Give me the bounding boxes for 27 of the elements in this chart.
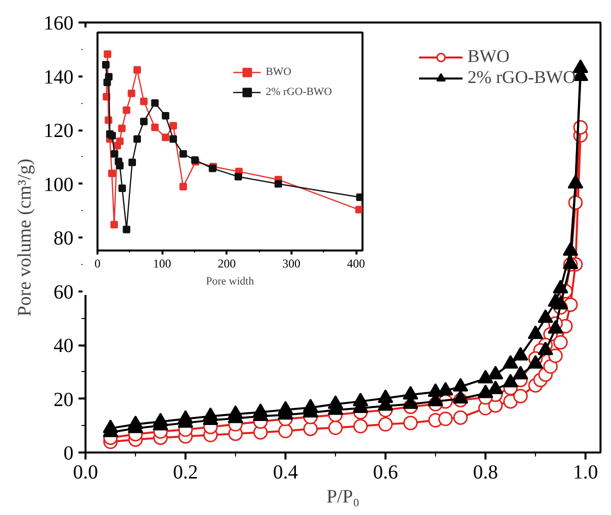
- x-tick-label: 0.0: [73, 462, 98, 484]
- y-axis-title: Pore volume (cm³/g): [14, 158, 36, 316]
- x-tick-label: 0: [94, 256, 100, 270]
- x-axis-title: Pore width: [206, 276, 254, 288]
- legend-label: BWO: [266, 66, 292, 78]
- x-tick-label: 1.0: [573, 462, 598, 484]
- legend-label: BWO: [468, 46, 510, 67]
- x-tick-label: 0.4: [273, 462, 298, 484]
- x-tick-label: 0.8: [473, 462, 498, 484]
- legend-label: 2% rGO-BWO: [266, 86, 332, 98]
- y-tick-label: 0: [64, 442, 74, 464]
- y-tick-label: 140: [44, 66, 74, 88]
- y-tick-label: 120: [44, 120, 74, 142]
- y-tick-label: 80: [54, 228, 74, 250]
- y-tick-label: 160: [44, 12, 74, 34]
- y-tick-label: 100: [44, 174, 74, 196]
- x-tick-label: 200: [218, 256, 236, 270]
- y-tick-label: 60: [54, 281, 74, 304]
- legend-label: 2% rGO-BWO: [468, 67, 576, 88]
- x-tick-label: 300: [282, 256, 300, 270]
- x-tick-label: 100: [153, 256, 172, 270]
- x-tick-label: 400: [347, 256, 366, 270]
- x-tick-label: 0.6: [373, 462, 398, 484]
- y-tick-label: 20: [54, 388, 74, 411]
- y-tick-label: 40: [54, 335, 74, 357]
- x-tick-label: 0.2: [173, 462, 198, 484]
- x-axis-title: P/P₀: [326, 486, 360, 508]
